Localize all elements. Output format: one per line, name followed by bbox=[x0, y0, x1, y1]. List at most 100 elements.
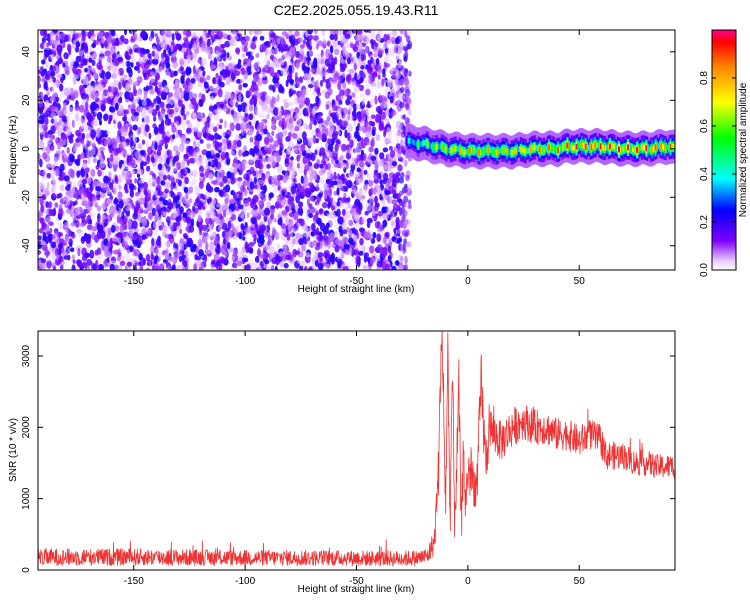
noise-speckle bbox=[323, 210, 330, 217]
noise-speckle bbox=[340, 162, 347, 170]
noise-speckle bbox=[238, 232, 243, 240]
noise-speckle bbox=[81, 247, 87, 257]
noise-speckle bbox=[119, 104, 124, 111]
noise-speckle bbox=[48, 234, 52, 243]
noise-speckle bbox=[40, 129, 44, 135]
noise-speckle bbox=[126, 170, 130, 180]
noise-speckle bbox=[143, 62, 150, 70]
noise-speckle bbox=[124, 30, 127, 36]
noise-speckle bbox=[139, 190, 144, 200]
noise-speckle bbox=[44, 61, 50, 69]
noise-speckle bbox=[336, 258, 343, 264]
noise-speckle bbox=[120, 77, 125, 83]
noise-speckle bbox=[49, 227, 53, 234]
noise-speckle bbox=[183, 234, 189, 240]
noise-speckle bbox=[289, 108, 295, 114]
noise-speckle bbox=[382, 219, 388, 228]
noise-speckle bbox=[338, 95, 344, 100]
noise-speckle bbox=[79, 84, 84, 93]
noise-speckle bbox=[348, 247, 353, 256]
noise-speckle bbox=[296, 79, 300, 88]
noise-speckle bbox=[173, 252, 180, 260]
noise-speckle bbox=[86, 258, 93, 266]
noise-speckle bbox=[154, 49, 159, 57]
noise-speckle bbox=[229, 150, 235, 157]
noise-speckle bbox=[404, 201, 408, 210]
noise-speckle bbox=[90, 250, 95, 257]
noise-speckle bbox=[331, 104, 336, 112]
noise-speckle bbox=[183, 36, 189, 42]
noise-speckle bbox=[229, 198, 236, 203]
noise-speckle bbox=[59, 264, 64, 270]
noise-speckle bbox=[282, 191, 285, 197]
noise-speckle bbox=[43, 41, 48, 50]
noise-speckle bbox=[178, 143, 185, 152]
noise-speckle bbox=[289, 78, 294, 86]
noise-speckle bbox=[404, 85, 409, 93]
noise-speckle bbox=[46, 145, 51, 155]
noise-speckle bbox=[315, 43, 319, 50]
noise-speckle bbox=[359, 187, 363, 197]
noise-speckle bbox=[77, 32, 83, 38]
noise-speckle bbox=[384, 63, 390, 68]
noise-speckle bbox=[179, 66, 184, 72]
noise-speckle bbox=[381, 228, 386, 238]
noise-speckle bbox=[219, 181, 224, 187]
noise-speckle bbox=[165, 103, 172, 109]
noise-speckle bbox=[339, 186, 345, 191]
noise-speckle bbox=[95, 84, 102, 92]
noise-speckle bbox=[300, 175, 304, 184]
noise-speckle bbox=[261, 91, 267, 96]
noise-speckle bbox=[343, 217, 349, 226]
noise-speckle bbox=[314, 259, 319, 267]
noise-speckle bbox=[350, 173, 357, 179]
noise-speckle bbox=[258, 113, 263, 119]
noise-speckle bbox=[371, 136, 375, 145]
noise-speckle bbox=[375, 202, 380, 208]
noise-speckle bbox=[341, 208, 346, 216]
noise-speckle bbox=[179, 238, 185, 244]
noise-speckle bbox=[226, 158, 231, 166]
noise-speckle bbox=[138, 183, 145, 188]
noise-speckle bbox=[347, 68, 354, 74]
noise-speckle bbox=[389, 95, 394, 104]
noise-speckle bbox=[149, 88, 155, 95]
noise-speckle bbox=[154, 32, 158, 38]
noise-speckle bbox=[51, 83, 56, 92]
noise-speckle bbox=[343, 63, 348, 68]
noise-speckle bbox=[255, 53, 260, 58]
noise-speckle bbox=[283, 121, 287, 130]
noise-speckle bbox=[233, 162, 238, 169]
noise-speckle bbox=[242, 180, 247, 187]
noise-speckle bbox=[89, 30, 94, 36]
noise-speckle bbox=[197, 58, 201, 64]
noise-speckle bbox=[319, 163, 324, 169]
noise-speckle bbox=[391, 265, 397, 270]
noise-speckle bbox=[343, 237, 349, 245]
noise-speckle bbox=[43, 94, 49, 101]
noise-speckle bbox=[356, 30, 363, 35]
noise-speckle bbox=[170, 181, 174, 191]
noise-speckle bbox=[145, 85, 149, 92]
noise-speckle bbox=[252, 37, 256, 42]
noise-speckle bbox=[266, 114, 270, 120]
noise-speckle bbox=[289, 115, 295, 124]
noise-speckle bbox=[74, 209, 81, 216]
noise-speckle bbox=[123, 109, 129, 115]
noise-speckle bbox=[365, 128, 372, 138]
noise-speckle bbox=[115, 177, 119, 184]
noise-speckle bbox=[363, 255, 367, 263]
noise-speckle bbox=[298, 96, 305, 106]
noise-speckle bbox=[99, 56, 106, 61]
noise-speckle bbox=[296, 135, 301, 142]
noise-speckle bbox=[357, 175, 363, 183]
noise-speckle bbox=[180, 168, 186, 174]
noise-speckle bbox=[280, 62, 287, 69]
noise-speckle bbox=[290, 57, 294, 64]
noise-speckle bbox=[290, 46, 296, 55]
noise-speckle bbox=[199, 139, 204, 144]
noise-speckle bbox=[141, 30, 147, 37]
noise-speckle bbox=[208, 105, 214, 112]
noise-speckle bbox=[185, 66, 192, 75]
